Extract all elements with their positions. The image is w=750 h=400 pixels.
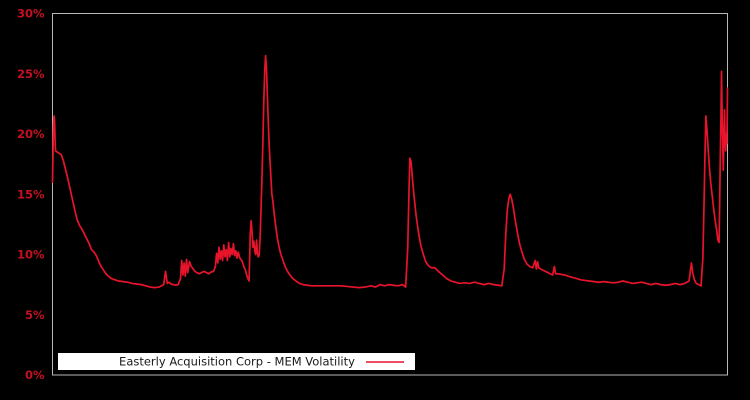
y-axis-tick-labels: 0% 5% 10% 15% 20% 25% 30%	[17, 7, 45, 383]
chart-legend: Easterly Acquisition Corp - MEM Volatili…	[58, 353, 415, 370]
y-axis-tick-0pct: 0%	[25, 368, 45, 382]
y-axis-tick-5pct: 5%	[25, 308, 45, 322]
legend-background	[58, 353, 415, 370]
series-line-0	[51, 54, 729, 289]
y-axis-tick-15pct: 15%	[17, 187, 45, 201]
y-axis-tick-30pct: 30%	[17, 7, 45, 21]
y-axis-tick-10pct: 10%	[17, 248, 45, 262]
data-series-group	[51, 54, 729, 289]
plot-frame	[52, 13, 728, 376]
y-axis-tick-25pct: 25%	[17, 67, 45, 81]
y-axis-tick-20pct: 20%	[17, 127, 45, 141]
legend-label-volatility: Easterly Acquisition Corp - MEM Volatili…	[119, 355, 355, 369]
